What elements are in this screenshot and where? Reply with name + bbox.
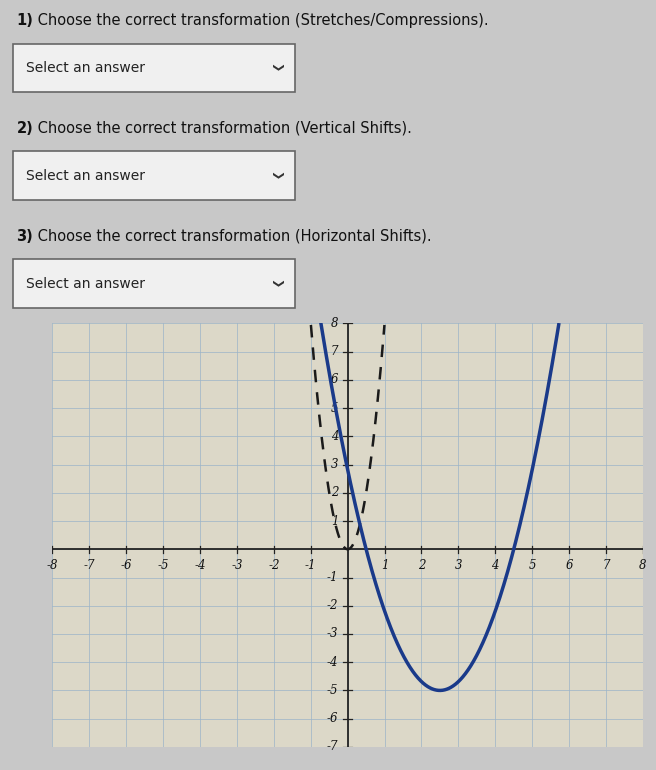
Text: 3: 3 bbox=[331, 458, 338, 471]
Text: -4: -4 bbox=[327, 656, 338, 668]
Text: ❯: ❯ bbox=[270, 279, 281, 288]
Text: Choose the correct transformation (Horizontal Shifts).: Choose the correct transformation (Horiz… bbox=[33, 229, 432, 243]
Text: -5: -5 bbox=[327, 684, 338, 697]
Text: Select an answer: Select an answer bbox=[26, 61, 145, 75]
Text: -6: -6 bbox=[327, 712, 338, 725]
Text: 2: 2 bbox=[331, 487, 338, 499]
Text: -8: -8 bbox=[47, 559, 58, 572]
FancyBboxPatch shape bbox=[13, 259, 295, 308]
Text: 1): 1) bbox=[16, 13, 33, 28]
FancyBboxPatch shape bbox=[13, 44, 295, 92]
Text: 6: 6 bbox=[331, 373, 338, 387]
Text: 2: 2 bbox=[418, 559, 425, 572]
Text: -7: -7 bbox=[83, 559, 95, 572]
Text: -2: -2 bbox=[327, 599, 338, 612]
Text: 1: 1 bbox=[331, 514, 338, 527]
Text: -5: -5 bbox=[157, 559, 169, 572]
Text: -3: -3 bbox=[231, 559, 243, 572]
Text: -2: -2 bbox=[268, 559, 279, 572]
Text: 3: 3 bbox=[455, 559, 462, 572]
Text: Choose the correct transformation (Vertical Shifts).: Choose the correct transformation (Verti… bbox=[33, 121, 413, 136]
Text: -7: -7 bbox=[327, 741, 338, 753]
Text: ❯: ❯ bbox=[270, 63, 281, 72]
Text: -6: -6 bbox=[121, 559, 132, 572]
Text: -3: -3 bbox=[327, 628, 338, 641]
Text: 6: 6 bbox=[565, 559, 573, 572]
Text: Choose the correct transformation (Stretches/Compressions).: Choose the correct transformation (Stret… bbox=[33, 13, 489, 28]
Text: 8: 8 bbox=[639, 559, 647, 572]
Text: -4: -4 bbox=[194, 559, 206, 572]
Text: 4: 4 bbox=[491, 559, 499, 572]
Text: 3): 3) bbox=[16, 229, 33, 243]
Text: 8: 8 bbox=[331, 317, 338, 330]
Text: 5: 5 bbox=[529, 559, 536, 572]
Text: 1: 1 bbox=[381, 559, 388, 572]
FancyBboxPatch shape bbox=[13, 152, 295, 200]
Text: ❯: ❯ bbox=[270, 171, 281, 180]
Text: 5: 5 bbox=[331, 402, 338, 414]
Text: Select an answer: Select an answer bbox=[26, 169, 145, 182]
Text: 2): 2) bbox=[16, 121, 33, 136]
Text: 4: 4 bbox=[331, 430, 338, 443]
Text: -1: -1 bbox=[327, 571, 338, 584]
Text: -1: -1 bbox=[305, 559, 317, 572]
Text: 7: 7 bbox=[602, 559, 609, 572]
Text: 7: 7 bbox=[331, 345, 338, 358]
Text: Select an answer: Select an answer bbox=[26, 276, 145, 290]
